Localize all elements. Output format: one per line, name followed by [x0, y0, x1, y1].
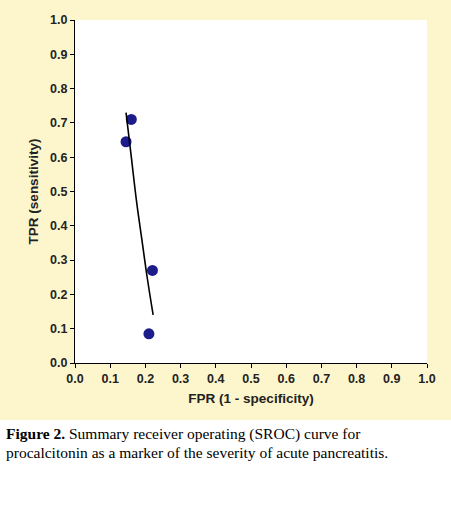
svg-text:0.8: 0.8 [50, 82, 67, 96]
svg-text:0.1: 0.1 [102, 372, 119, 386]
svg-text:0.0: 0.0 [66, 372, 83, 386]
svg-text:0.3: 0.3 [50, 253, 67, 267]
svg-text:0.7: 0.7 [313, 372, 330, 386]
svg-text:0.6: 0.6 [278, 372, 295, 386]
svg-text:1.0: 1.0 [418, 372, 435, 386]
svg-text:0.5: 0.5 [242, 372, 259, 386]
svg-text:0.1: 0.1 [50, 322, 67, 336]
svg-text:0.4: 0.4 [50, 219, 67, 233]
svg-text:0.7: 0.7 [50, 116, 67, 130]
svg-text:TPR (sensitivity): TPR (sensitivity) [26, 139, 41, 245]
svg-text:0.2: 0.2 [137, 372, 154, 386]
svg-text:0.9: 0.9 [383, 372, 400, 386]
svg-text:0.9: 0.9 [50, 48, 67, 62]
svg-text:0.2: 0.2 [50, 288, 67, 302]
svg-text:0.8: 0.8 [348, 372, 365, 386]
svg-text:0.5: 0.5 [50, 185, 67, 199]
svg-text:0.3: 0.3 [172, 372, 189, 386]
svg-text:0.6: 0.6 [50, 151, 67, 165]
svg-text:FPR (1 - specificity): FPR (1 - specificity) [188, 391, 313, 406]
html-text:Figure 2. Summary receiver ope: Figure 2. Summary receiver operating (SR… [6, 425, 389, 461]
svg-text:0.4: 0.4 [207, 372, 224, 386]
svg-text:1.0: 1.0 [50, 13, 67, 27]
svg-text:0.0: 0.0 [50, 356, 67, 370]
